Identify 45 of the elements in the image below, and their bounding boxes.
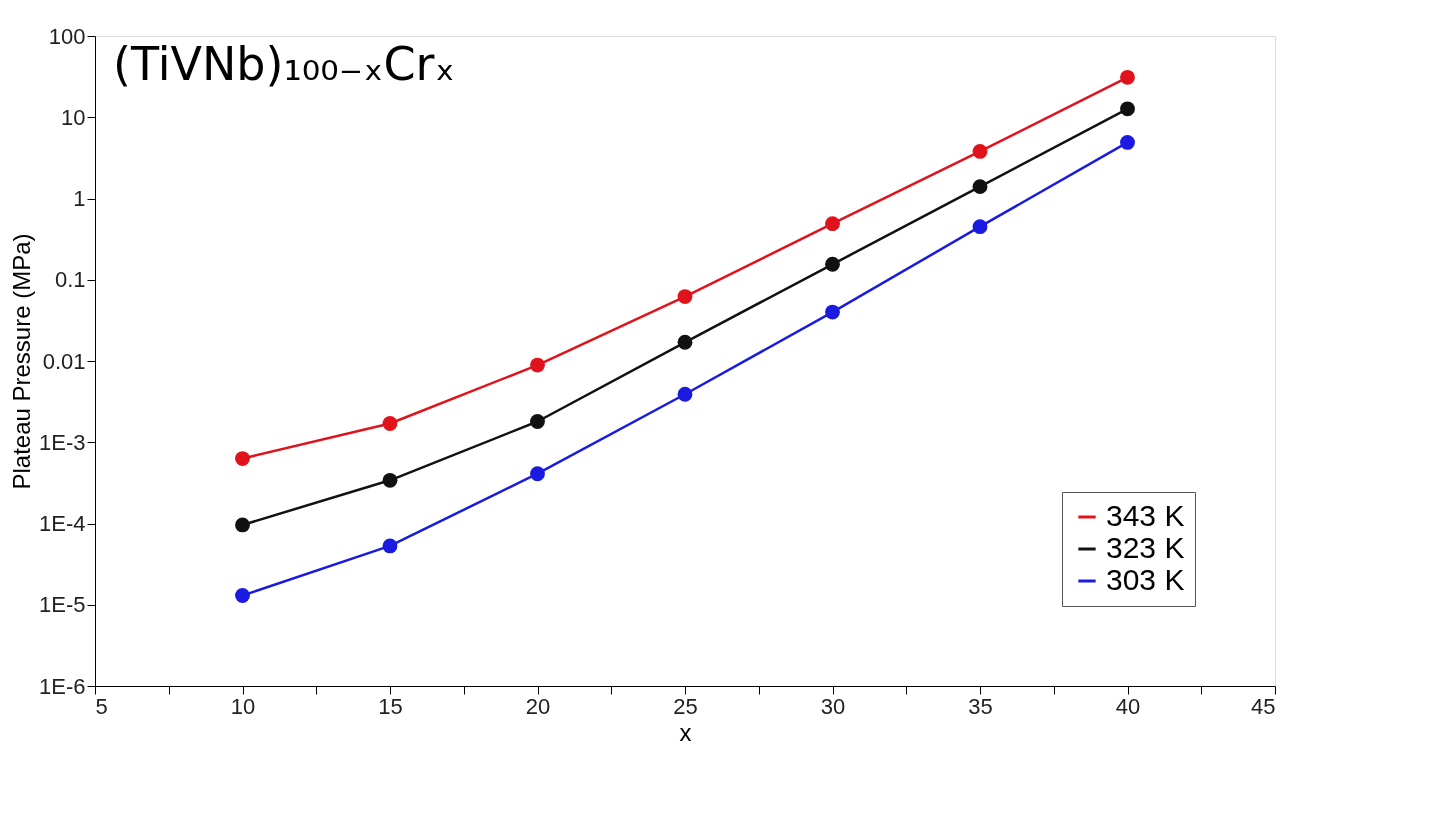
x-tick-label: 35 [968,693,993,719]
point [530,357,545,373]
legend-label: 323 K [1106,531,1185,564]
point [677,289,693,305]
y-tick-label: 1E-3 [39,429,86,455]
point [235,517,250,533]
y-tick-label: 1 [73,186,86,211]
point [235,451,250,466]
point [382,538,398,554]
y-tick-label: 10 [61,104,86,130]
x-axis-title: x [679,718,692,746]
point [382,472,398,488]
legend-label: 303 K [1106,563,1185,596]
legend-label: 343 K [1106,499,1185,532]
x-tick-label: 10 [230,693,256,719]
point [972,219,988,235]
x-tick-label: 15 [378,693,403,719]
x-tick-label: 20 [525,693,551,719]
y-tick-label: 100 [48,23,86,49]
point [1120,69,1135,85]
x-tick-label: 45 [1251,693,1276,719]
point [530,414,545,429]
point [972,143,988,159]
point [677,334,693,350]
y-tick-label: 1E-4 [39,511,86,536]
point [1120,135,1135,150]
point [825,216,840,232]
y-tick-label: 0.1 [54,267,86,293]
point [1120,101,1135,117]
y-tick-label: 1E-6 [39,673,86,699]
y-tick-label: 1E-5 [39,592,86,618]
chart-title: (TiVNb)₁₀₀₋ₓCrₓ [113,37,455,91]
y-axis-title: Plateau Pressure (MPa) [8,233,36,490]
y-tick-label: 0.01 [42,348,86,374]
x-tick-label: 40 [1115,693,1141,719]
point [235,588,250,603]
point [530,466,545,482]
point [677,386,693,402]
point [825,256,840,272]
point [972,179,988,195]
point [382,416,398,431]
x-tick-label: 5 [95,693,108,719]
x-tick-label: 30 [820,693,846,719]
point [825,304,840,320]
x-tick-label: 25 [673,693,698,719]
